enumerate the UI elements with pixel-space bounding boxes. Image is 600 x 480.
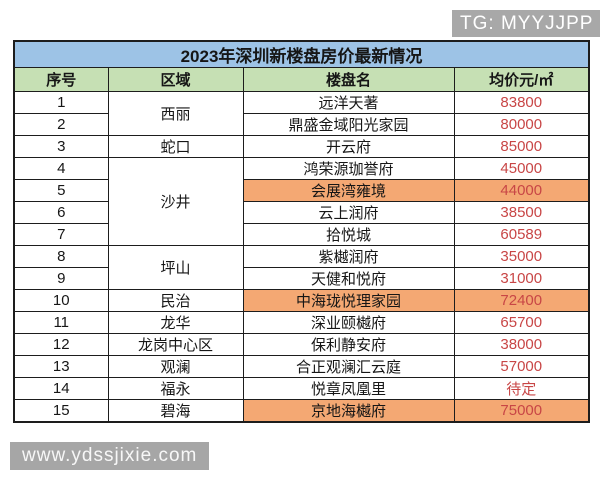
- property-name-cell: 云上润府: [242, 201, 455, 224]
- price-cell: 38000: [453, 333, 590, 356]
- table-row: 9 天健和悦府 31000: [13, 267, 590, 290]
- price-cell: 80000: [453, 113, 590, 136]
- property-name-cell: 鼎盛金域阳光家园: [242, 113, 455, 136]
- table-row: 10 民治 中海珑悦理家园 72400: [13, 289, 590, 312]
- table-title: 2023年深圳新楼盘房价最新情况: [13, 40, 590, 68]
- property-name-cell: 保利静安府: [242, 333, 455, 356]
- table-row: 8 坪山 紫樾润府 35000: [13, 245, 590, 290]
- table-row: 4 沙井 鸿荣源珈誉府 45000: [13, 157, 590, 246]
- region-cell: 坪山: [107, 245, 244, 290]
- row-number-cell: 14: [13, 377, 109, 400]
- region-cell: 沙井: [107, 157, 244, 246]
- region-cell: 碧海: [107, 399, 244, 423]
- row-number-cell: 9: [13, 267, 109, 290]
- table-header-row: 序号 区域 楼盘名 均价元/㎡: [13, 67, 590, 92]
- property-name-cell: 远洋天著: [242, 91, 455, 114]
- region-cell: 西丽: [107, 91, 244, 136]
- property-name-cell: 京地海樾府: [242, 399, 455, 423]
- table-row: 11 龙华 深业颐樾府 65700: [13, 311, 590, 334]
- price-cell: 83800: [453, 91, 590, 114]
- region-cell: 蛇口: [107, 135, 244, 158]
- price-cell: 45000: [453, 157, 590, 180]
- price-cell: 75000: [453, 399, 590, 423]
- row-number-cell: 12: [13, 333, 109, 356]
- row-number-cell: 4: [13, 157, 109, 180]
- price-cell: 35000: [453, 245, 590, 268]
- row-number-cell: 15: [13, 399, 109, 423]
- row-number-cell: 6: [13, 201, 109, 224]
- property-name-cell: 开云府: [242, 135, 455, 158]
- table-row: 3 蛇口 开云府 85000: [13, 135, 590, 158]
- row-number-cell: 2: [13, 113, 109, 136]
- price-cell: 65700: [453, 311, 590, 334]
- table-row: 5 会展湾雍境 44000: [13, 179, 590, 202]
- property-name-cell: 拾悦城: [242, 223, 455, 246]
- region-cell: 观澜: [107, 355, 244, 378]
- price-table: 2023年深圳新楼盘房价最新情况 序号 区域 楼盘名 均价元/㎡ 1 西丽 远洋天著…: [13, 40, 591, 423]
- col-header-price: 均价元/㎡: [453, 67, 590, 92]
- table-row: 1 西丽 远洋天著 83800: [13, 91, 590, 136]
- row-number-cell: 3: [13, 135, 109, 158]
- property-name-cell: 紫樾润府: [242, 245, 455, 268]
- table-row: 13 观澜 合正观澜汇云庭 57000: [13, 355, 590, 378]
- tg-contact-badge: TG: MYYJJPP: [452, 10, 600, 37]
- table-title-row: 2023年深圳新楼盘房价最新情况: [13, 40, 590, 68]
- region-cell: 龙岗中心区: [107, 333, 244, 356]
- region-cell: 龙华: [107, 311, 244, 334]
- property-name-cell: 深业颐樾府: [242, 311, 455, 334]
- property-name-cell: 合正观澜汇云庭: [242, 355, 455, 378]
- col-header-property: 楼盘名: [242, 67, 455, 92]
- property-name-cell: 天健和悦府: [242, 267, 455, 290]
- table-row: 2 鼎盛金域阳光家园 80000: [13, 113, 590, 136]
- watermark: www.ydssjixie.com: [10, 442, 210, 470]
- row-number-cell: 8: [13, 245, 109, 268]
- row-number-cell: 5: [13, 179, 109, 202]
- property-name-cell: 鸿荣源珈誉府: [242, 157, 455, 180]
- property-name-cell: 会展湾雍境: [242, 179, 455, 202]
- price-cell: 72400: [453, 289, 590, 312]
- col-header-region: 区域: [107, 67, 244, 92]
- table-row: 14 福永 悦章凤凰里 待定: [13, 377, 590, 400]
- table-row: 12 龙岗中心区 保利静安府 38000: [13, 333, 590, 356]
- price-cell: 44000: [453, 179, 590, 202]
- price-cell: 60589: [453, 223, 590, 246]
- row-number-cell: 11: [13, 311, 109, 334]
- price-cell: 31000: [453, 267, 590, 290]
- region-cell: 福永: [107, 377, 244, 400]
- price-cell: 57000: [453, 355, 590, 378]
- property-name-cell: 悦章凤凰里: [242, 377, 455, 400]
- price-cell: 待定: [453, 377, 590, 400]
- price-cell: 85000: [453, 135, 590, 158]
- table-row: 15 碧海 京地海樾府 75000: [13, 399, 590, 423]
- row-number-cell: 13: [13, 355, 109, 378]
- property-name-cell: 中海珑悦理家园: [242, 289, 455, 312]
- price-cell: 38500: [453, 201, 590, 224]
- row-number-cell: 10: [13, 289, 109, 312]
- row-number-cell: 1: [13, 91, 109, 114]
- region-cell: 民治: [107, 289, 244, 312]
- table-row: 6 云上润府 38500: [13, 201, 590, 224]
- col-header-index: 序号: [13, 67, 109, 92]
- table-row: 7 拾悦城 60589: [13, 223, 590, 246]
- row-number-cell: 7: [13, 223, 109, 246]
- table-body: 1 西丽 远洋天著 83800 2 鼎盛金域阳光家园 80000 3 蛇口 开云府 85000 4 沙井…: [13, 91, 590, 423]
